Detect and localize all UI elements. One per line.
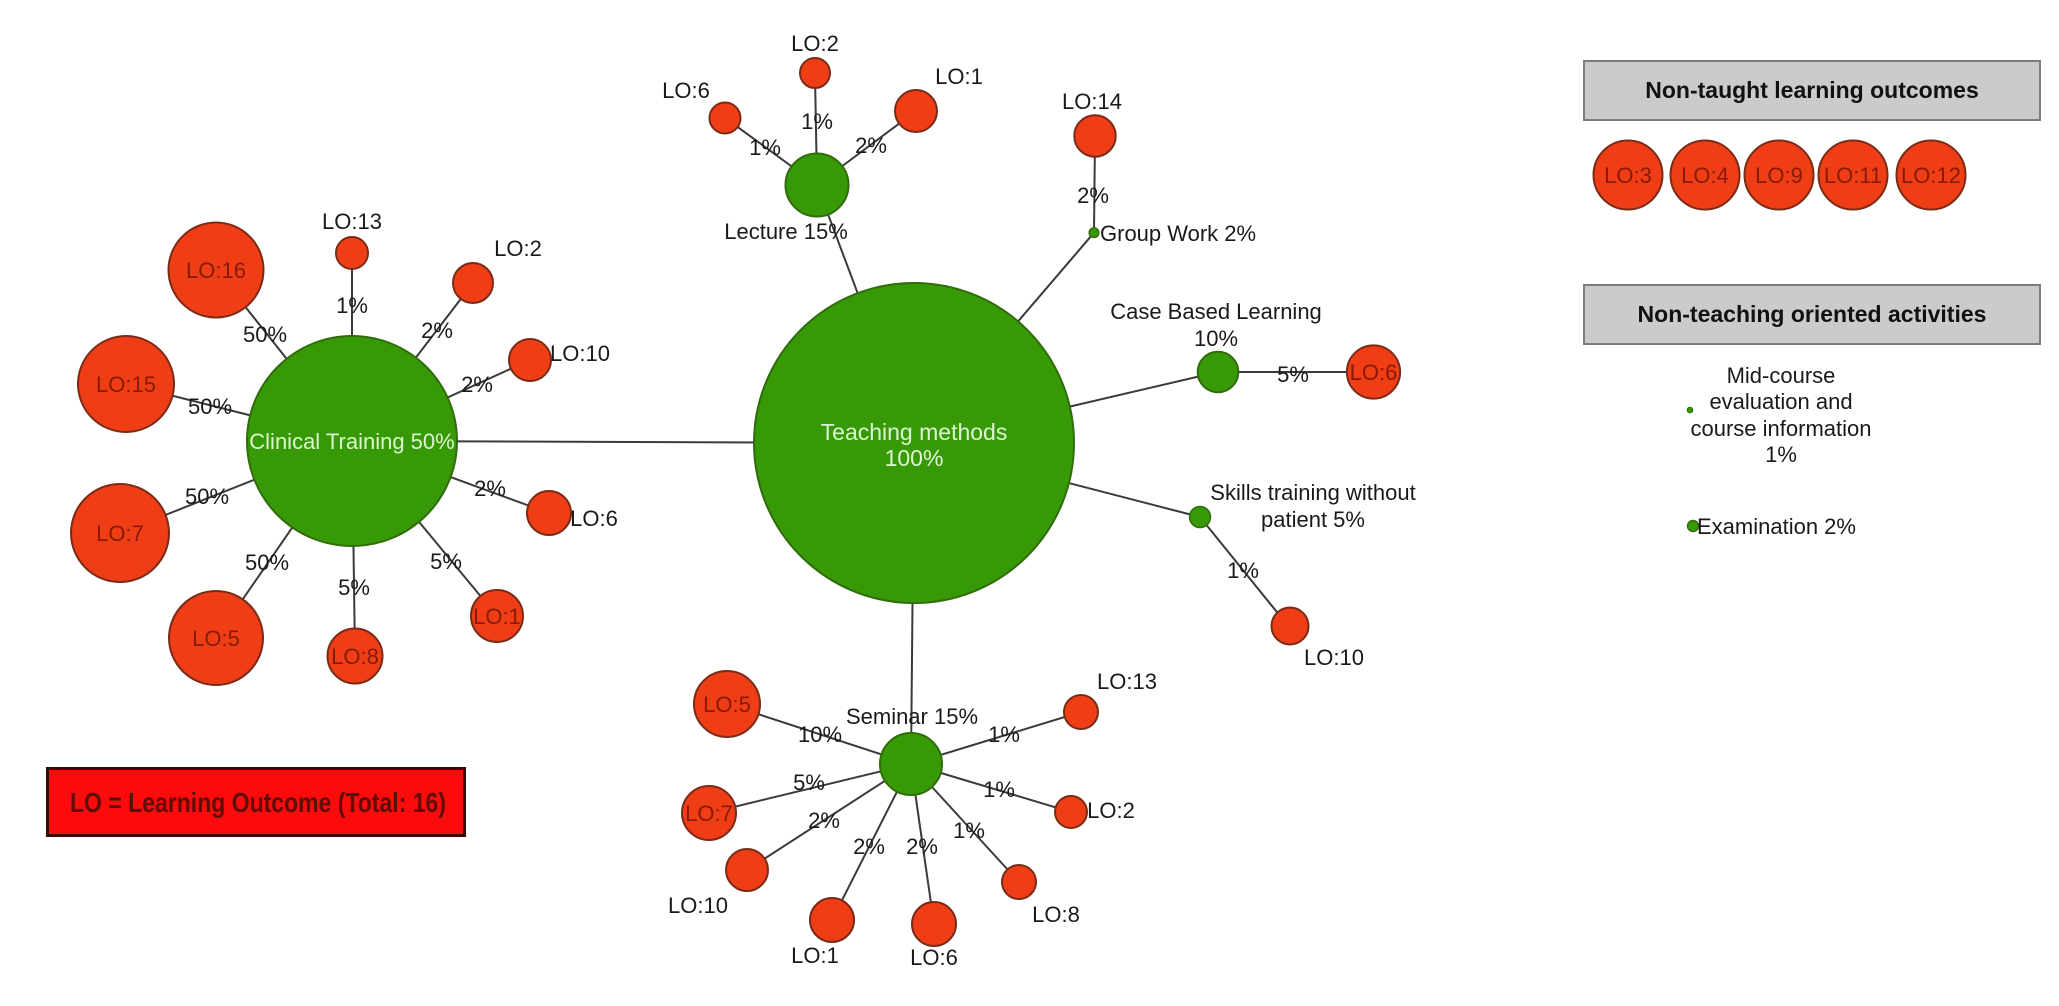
svg-text:1%: 1% — [336, 293, 368, 318]
svg-text:LO:7: LO:7 — [96, 521, 144, 546]
svg-text:LO:8: LO:8 — [1032, 902, 1080, 927]
svg-text:LO:6: LO:6 — [1350, 360, 1398, 385]
svg-text:LO:10: LO:10 — [550, 341, 610, 366]
svg-text:LO:2: LO:2 — [1087, 798, 1135, 823]
svg-text:2%: 2% — [906, 834, 938, 859]
svg-text:50%: 50% — [245, 550, 289, 575]
svg-text:1%: 1% — [801, 109, 833, 134]
svg-text:Teaching methods: Teaching methods — [821, 419, 1008, 445]
svg-text:LO:11: LO:11 — [1824, 163, 1882, 188]
svg-text:1%: 1% — [749, 135, 781, 160]
svg-text:LO:1: LO:1 — [791, 943, 839, 968]
svg-text:5%: 5% — [1277, 362, 1309, 387]
svg-text:Seminar 15%: Seminar 15% — [846, 704, 978, 729]
svg-text:5%: 5% — [338, 575, 370, 600]
svg-text:LO:6: LO:6 — [570, 506, 618, 531]
svg-text:LO:6: LO:6 — [662, 78, 710, 103]
svg-text:Lecture 15%: Lecture 15% — [724, 219, 848, 244]
svg-text:LO:10: LO:10 — [668, 893, 728, 918]
svg-text:Skills training without: Skills training without — [1210, 480, 1415, 505]
svg-text:10%: 10% — [798, 722, 842, 747]
svg-text:100%: 100% — [885, 445, 944, 471]
svg-text:2%: 2% — [808, 808, 840, 833]
svg-text:2%: 2% — [461, 372, 493, 397]
svg-text:1%: 1% — [983, 777, 1015, 802]
svg-text:LO:7: LO:7 — [685, 801, 733, 826]
svg-text:LO:12: LO:12 — [1901, 163, 1961, 188]
svg-text:1%: 1% — [953, 818, 985, 843]
svg-text:LO:1: LO:1 — [473, 604, 521, 629]
svg-text:1%: 1% — [1227, 558, 1259, 583]
svg-text:LO:2: LO:2 — [494, 236, 542, 261]
svg-text:2%: 2% — [474, 476, 506, 501]
svg-text:2%: 2% — [421, 318, 453, 343]
svg-text:Non-teaching oriented activiti: Non-teaching oriented activities — [1638, 301, 1987, 327]
svg-text:Clinical Training 50%: Clinical Training 50% — [249, 429, 454, 454]
svg-text:LO:9: LO:9 — [1755, 163, 1803, 188]
svg-text:1%: 1% — [988, 722, 1020, 747]
svg-text:50%: 50% — [188, 394, 232, 419]
svg-text:LO:8: LO:8 — [331, 644, 379, 669]
svg-text:LO:14: LO:14 — [1062, 89, 1122, 114]
svg-text:LO:5: LO:5 — [703, 692, 751, 717]
svg-text:50%: 50% — [185, 484, 229, 509]
svg-text:Case Based Learning: Case Based Learning — [1110, 299, 1322, 324]
svg-text:patient 5%: patient 5% — [1261, 507, 1365, 532]
svg-text:50%: 50% — [243, 322, 287, 347]
svg-text:Non-taught learning outcomes: Non-taught learning outcomes — [1645, 77, 1979, 103]
svg-text:5%: 5% — [430, 549, 462, 574]
svg-text:LO:10: LO:10 — [1304, 645, 1364, 670]
svg-text:LO:6: LO:6 — [910, 945, 958, 970]
svg-text:LO:13: LO:13 — [322, 209, 382, 234]
svg-text:LO:15: LO:15 — [96, 372, 156, 397]
svg-text:Examination 2%: Examination 2% — [1697, 514, 1856, 539]
svg-text:2%: 2% — [855, 133, 887, 158]
svg-text:LO:1: LO:1 — [935, 64, 983, 89]
svg-text:LO:13: LO:13 — [1097, 669, 1157, 694]
svg-text:course information: course information — [1691, 416, 1872, 441]
svg-text:2%: 2% — [853, 834, 885, 859]
svg-text:Mid-course: Mid-course — [1727, 363, 1836, 388]
svg-text:LO:3: LO:3 — [1604, 163, 1652, 188]
svg-text:LO = Learning Outcome (Total:: LO = Learning Outcome (Total: 16) — [70, 787, 446, 818]
svg-text:LO:2: LO:2 — [791, 31, 839, 56]
svg-text:LO:5: LO:5 — [192, 626, 240, 651]
svg-text:1%: 1% — [1765, 442, 1797, 467]
svg-text:LO:16: LO:16 — [186, 258, 246, 283]
svg-text:evaluation and: evaluation and — [1709, 389, 1852, 414]
svg-text:10%: 10% — [1194, 326, 1238, 351]
svg-text:Group Work 2%: Group Work 2% — [1100, 221, 1256, 246]
svg-text:5%: 5% — [793, 770, 825, 795]
svg-text:LO:4: LO:4 — [1681, 163, 1729, 188]
svg-text:2%: 2% — [1077, 183, 1109, 208]
